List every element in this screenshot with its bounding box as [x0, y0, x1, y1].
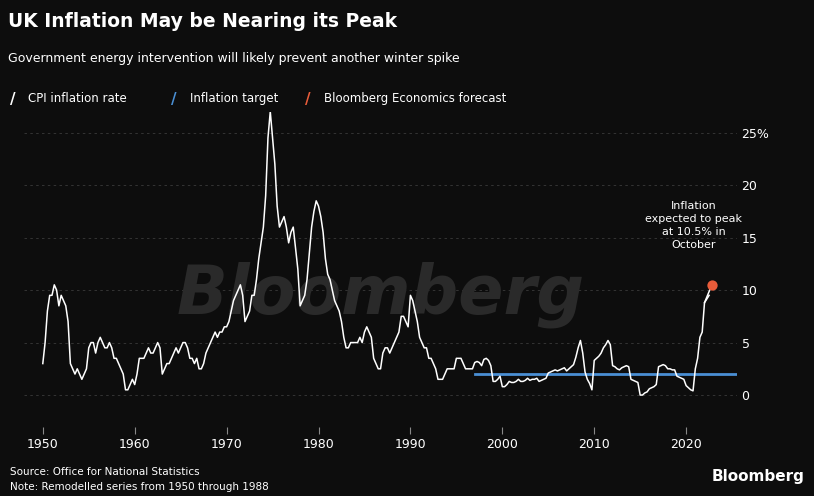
Text: Bloomberg: Bloomberg [177, 261, 584, 327]
Text: Government energy intervention will likely prevent another winter spike: Government energy intervention will like… [8, 52, 460, 65]
Text: /: / [10, 92, 15, 107]
Text: Source: Office for National Statistics: Source: Office for National Statistics [10, 467, 199, 477]
Text: Bloomberg: Bloomberg [711, 469, 804, 484]
Text: Bloomberg Economics forecast: Bloomberg Economics forecast [324, 92, 506, 105]
Text: /: / [305, 92, 311, 107]
Text: /: / [171, 92, 177, 107]
Point [706, 281, 719, 289]
Text: Note: Remodelled series from 1950 through 1988: Note: Remodelled series from 1950 throug… [10, 482, 269, 492]
Text: Inflation target: Inflation target [190, 92, 278, 105]
Text: CPI inflation rate: CPI inflation rate [28, 92, 127, 105]
Text: UK Inflation May be Nearing its Peak: UK Inflation May be Nearing its Peak [8, 12, 397, 31]
Text: Inflation
expected to peak
at 10.5% in
October: Inflation expected to peak at 10.5% in O… [645, 201, 742, 250]
